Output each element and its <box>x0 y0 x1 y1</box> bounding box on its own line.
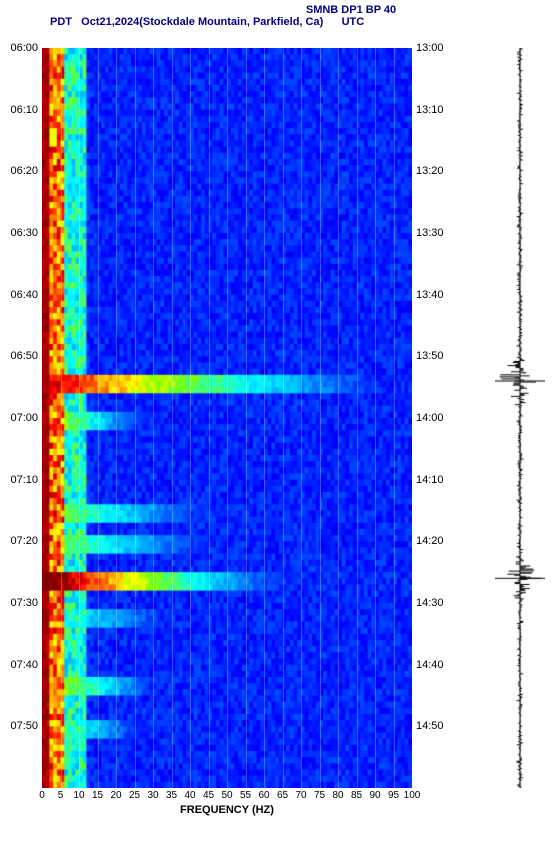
title: SMNB DP1 BP 40 <box>150 4 552 16</box>
frequency-axis: 0510152025303540455055606570758085909510… <box>42 788 412 818</box>
chart-container: 06:00 06:10 06:20 06:30 06:40 06:50 07:00 07:10… <box>0 28 552 848</box>
right-tick: 13:10 <box>416 104 444 116</box>
x-tick: 75 <box>314 790 325 801</box>
x-axis-label: FREQUENCY (HZ) <box>42 804 412 816</box>
x-tick: 60 <box>258 790 269 801</box>
left-tick: 07:30 <box>10 597 38 609</box>
x-tick: 0 <box>39 790 45 801</box>
right-tick: 13:20 <box>416 165 444 177</box>
right-tick: 13:00 <box>416 42 444 54</box>
left-tick: 06:20 <box>10 165 38 177</box>
left-tick: 06:30 <box>10 227 38 239</box>
x-tick: 80 <box>332 790 343 801</box>
right-tick: 13:50 <box>416 350 444 362</box>
right-tick: 14:20 <box>416 535 444 547</box>
x-tick: 85 <box>351 790 362 801</box>
x-tick: 15 <box>92 790 103 801</box>
x-tick: 30 <box>147 790 158 801</box>
left-time-axis: 06:0006:1006:2006:3006:4006:5007:0007:10… <box>0 48 40 788</box>
right-tick: 14:40 <box>416 659 444 671</box>
right-time-axis: 13:0013:1013:2013:3013:4013:5014:0014:10… <box>414 48 454 788</box>
x-tick: 35 <box>166 790 177 801</box>
right-tick: 13:30 <box>416 227 444 239</box>
left-tick: 07:10 <box>10 474 38 486</box>
subtitle: PDT Oct21,2024(Stockdale Mountain, Parkf… <box>50 16 552 28</box>
x-tick: 10 <box>73 790 84 801</box>
x-tick: 70 <box>295 790 306 801</box>
x-tick: 50 <box>221 790 232 801</box>
right-tick: 14:00 <box>416 412 444 424</box>
x-tick: 25 <box>129 790 140 801</box>
right-tick: 14:30 <box>416 597 444 609</box>
left-tick: 06:00 <box>10 42 38 54</box>
left-tick: 06:50 <box>10 350 38 362</box>
left-tick: 07:20 <box>10 535 38 547</box>
header: SMNB DP1 BP 40 PDT Oct21,2024(Stockdale … <box>0 0 552 28</box>
right-tick: 14:10 <box>416 474 444 486</box>
x-tick: 40 <box>184 790 195 801</box>
right-tick: 13:40 <box>416 289 444 301</box>
left-tick: 06:10 <box>10 104 38 116</box>
x-tick: 45 <box>203 790 214 801</box>
waveform-plot <box>495 48 545 788</box>
x-tick: 65 <box>277 790 288 801</box>
right-tick: 14:50 <box>416 720 444 732</box>
x-tick: 20 <box>110 790 121 801</box>
x-tick: 100 <box>404 790 421 801</box>
left-tick: 06:40 <box>10 289 38 301</box>
x-tick: 90 <box>369 790 380 801</box>
spectrogram-plot <box>42 48 412 788</box>
left-tick: 07:40 <box>10 659 38 671</box>
left-tick: 07:50 <box>10 720 38 732</box>
x-tick: 5 <box>58 790 64 801</box>
x-tick: 95 <box>388 790 399 801</box>
x-tick: 55 <box>240 790 251 801</box>
left-tick: 07:00 <box>10 412 38 424</box>
